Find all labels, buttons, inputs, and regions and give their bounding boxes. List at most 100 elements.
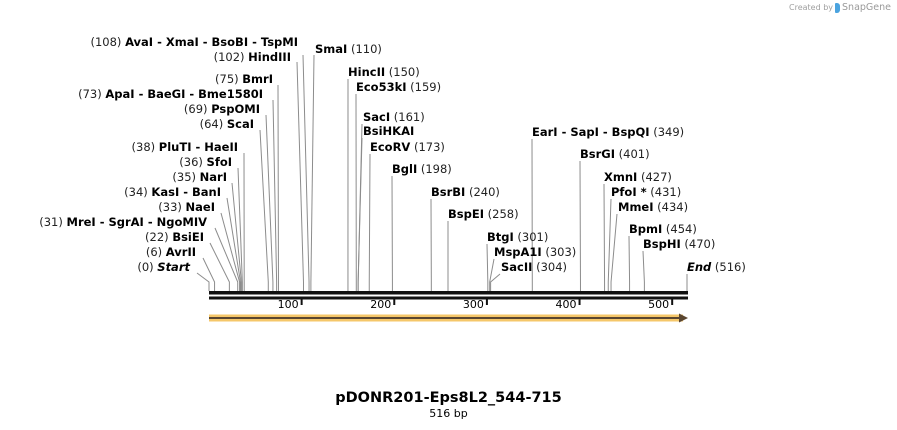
enzyme-site-label[interactable]: (69) PspOMI [184,102,260,116]
enzyme-name: AvaI - XmaI - BsoBI - TspMI [125,35,298,49]
enzyme-site-label[interactable]: (38) PluTI - HaeII [132,140,238,154]
enzyme-name: MreI - SgrAI - NgoMIV [67,215,208,229]
enzyme-name: NaeI [186,200,215,214]
site-connector-line [196,272,210,291]
enzyme-site-label[interactable]: (6) AvrII [146,245,196,259]
snapgene-logo-icon [835,2,841,13]
enzyme-site-label[interactable]: EcoRV (173) [370,140,445,154]
cut-position: (349) [650,125,685,139]
enzyme-site-label[interactable]: BsiHKAI [363,124,414,138]
enzyme-name: BspEI [448,207,484,221]
cut-position: (454) [662,222,697,236]
enzyme-site-label[interactable]: MspA1I (303) [494,245,576,259]
site-connector-line [310,54,315,291]
site-connector-line [489,258,495,291]
ruler-tick-label: 300 [463,298,484,311]
feature-label[interactable]: (0) Start [137,260,190,274]
cut-position: (73) [78,87,105,101]
enzyme-site-label[interactable]: (108) AvaI - XmaI - BsoBI - TspMI [90,35,298,49]
ruler-tick-label: 400 [556,298,577,311]
enzyme-site-label[interactable]: PfoI * (431) [611,185,681,199]
enzyme-site-label[interactable]: SacI (161) [363,110,425,124]
cut-position: (516) [711,260,746,274]
enzyme-name: BsrGI [580,147,615,161]
enzyme-name: SacII [501,260,532,274]
cut-position: (434) [654,200,689,214]
enzyme-site-label[interactable]: BpmI (454) [629,222,697,236]
site-connector-line [214,227,239,291]
enzyme-site-label[interactable]: BsrBI (240) [431,185,500,199]
cut-position: (240) [465,185,500,199]
enzyme-site-label[interactable]: BspEI (258) [448,207,519,221]
cut-position: (38) [132,140,159,154]
cut-position: (69) [184,102,211,116]
site-connector-line [202,257,216,291]
enzyme-site-label[interactable]: EarI - SapI - BspQI (349) [532,125,684,139]
site-lines [196,54,688,291]
enzyme-site-label[interactable]: (34) KasI - BanI [124,185,221,199]
site-connector-line [490,273,501,291]
site-connector-line [231,182,242,291]
cut-position: (470) [681,237,716,251]
ruler-tick [300,299,303,305]
credit-brand: SnapGene [842,2,891,13]
enzyme-site-label[interactable]: (73) ApaI - BaeGI - Bme1580I [78,87,263,101]
enzyme-site-label[interactable]: BspHI (470) [643,237,715,251]
enzyme-name: AvrII [166,245,196,259]
site-connector-line [603,183,606,291]
cut-position: (35) [172,170,199,184]
enzyme-name: ApaI - BaeGI - Bme1580I [105,87,263,101]
enzyme-name: SfoI [207,155,232,169]
site-connector-line [607,198,612,291]
enzyme-name: XmnI [604,170,637,184]
feature-arrow[interactable] [209,313,688,323]
enzyme-site-label[interactable]: (102) HindIII [214,50,291,64]
cut-position: (22) [145,230,172,244]
enzyme-name: PfoI * [611,185,647,199]
enzyme-site-label[interactable]: BtgI (301) [487,230,548,244]
enzyme-site-label[interactable]: (22) BsiEI [145,230,204,244]
cut-position: (110) [347,42,382,56]
map-title: pDONR201-Eps8L2_544-715 [335,390,562,406]
enzyme-name: SacI [363,110,390,124]
enzyme-site-label[interactable]: BglI (198) [392,162,452,176]
enzyme-name: NarI [200,170,227,184]
cut-position: (31) [39,215,66,229]
enzyme-site-label[interactable]: HincII (150) [348,65,420,79]
site-connector-line [610,213,618,291]
cut-position: (150) [385,65,420,79]
enzyme-name: KasI - BanI [151,185,221,199]
enzyme-site-label[interactable]: BsrGI (401) [580,147,650,161]
enzyme-site-label[interactable]: (31) MreI - SgrAI - NgoMIV [39,215,207,229]
site-labels: (108) AvaI - XmaI - BsoBI - TspMI(102) H… [39,35,746,274]
enzyme-name: PspOMI [211,102,260,116]
site-connector-line [272,99,278,291]
feature-label[interactable]: End (516) [687,260,746,274]
enzyme-site-label[interactable]: SmaI (110) [315,42,382,56]
enzyme-name: BglI [392,162,417,176]
enzyme-site-label[interactable]: Eco53kI (159) [356,80,441,94]
enzyme-site-label[interactable]: (33) NaeI [158,200,215,214]
cut-position: (0) [137,260,157,274]
map-length: 516 bp [429,407,468,420]
enzyme-site-label[interactable]: SacII (304) [501,260,567,274]
cut-position: (161) [390,110,425,124]
site-connector-line [302,54,310,291]
ruler-tick [393,299,396,305]
cut-position: (401) [615,147,650,161]
enzyme-name: Eco53kI [356,80,407,94]
enzyme-name: ScaI [227,117,254,131]
enzyme-site-label[interactable]: (35) NarI [172,170,227,184]
enzyme-name: BsiEI [172,230,204,244]
enzyme-site-label[interactable]: XmnI (427) [604,170,672,184]
enzyme-site-label[interactable]: (64) ScaI [200,117,254,131]
enzyme-name: PluTI - HaeII [159,140,238,154]
cut-position: (258) [484,207,519,221]
site-connector-line [628,235,631,291]
enzyme-site-label[interactable]: MmeI (434) [618,200,688,214]
enzyme-site-label[interactable]: (75) BmrI [215,72,273,86]
enzyme-site-label[interactable]: (36) SfoI [179,155,232,169]
sequence-ruler: 100 200 300 400 500 [209,291,688,311]
site-connector-line [259,129,269,291]
